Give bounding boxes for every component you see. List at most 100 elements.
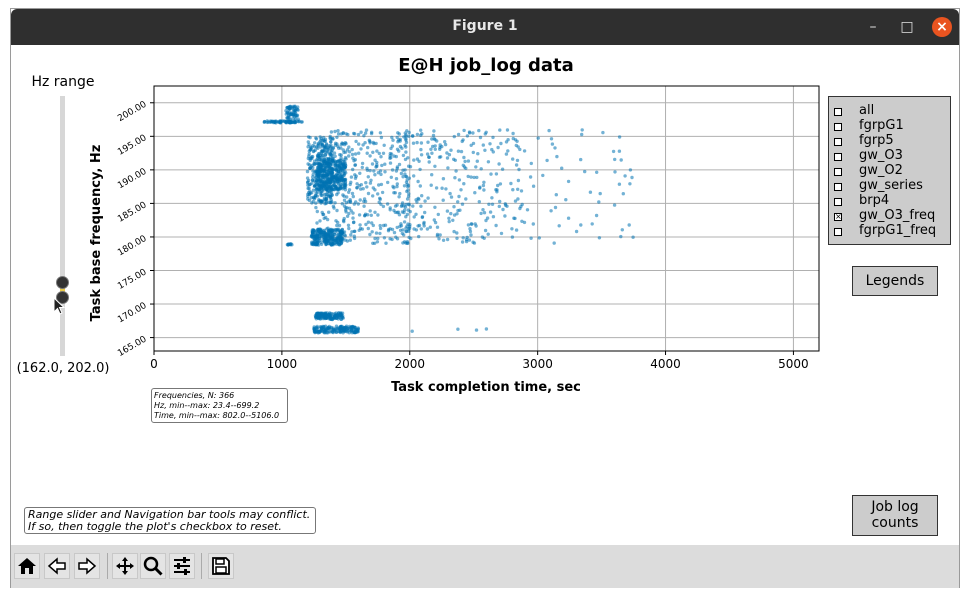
data-point [337, 158, 341, 163]
back-button[interactable] [44, 553, 70, 579]
checkbox-item-brp4[interactable]: brp4 [829, 193, 949, 209]
data-point [613, 170, 617, 174]
maximize-button[interactable]: □ [900, 19, 914, 35]
data-point [525, 208, 530, 212]
data-point [344, 206, 348, 210]
legends-button[interactable]: Legends [852, 266, 938, 296]
data-point [328, 194, 333, 199]
data-point [324, 215, 328, 220]
data-point [300, 120, 304, 124]
data-point [494, 223, 498, 228]
data-point [435, 139, 439, 143]
data-point [405, 212, 410, 217]
data-point [400, 210, 405, 214]
data-point [366, 175, 370, 179]
y-tick-label: 175.00 [116, 267, 149, 292]
data-point [343, 183, 348, 187]
data-point [340, 315, 344, 319]
checkbox-item-gw-series[interactable]: gw_series [829, 178, 949, 194]
checkbox-item-gw-o3-freq[interactable]: × gw_O3_freq [829, 208, 949, 224]
checkbox-item-all[interactable]: all [829, 103, 949, 119]
checkbox[interactable] [834, 228, 842, 236]
data-point [321, 212, 326, 217]
checkbox-item-gw-o2[interactable]: gw_O2 [829, 163, 949, 179]
minimize-button[interactable]: – [869, 19, 877, 35]
data-point [631, 235, 635, 239]
data-point [395, 225, 399, 230]
checkbox-item-fgrpg1[interactable]: fgrpG1 [829, 118, 949, 134]
data-point [395, 203, 399, 207]
checkbox-item-fgrp5[interactable]: fgrp5 [829, 133, 949, 149]
data-point [446, 166, 450, 170]
data-point [339, 156, 343, 160]
pan-button[interactable] [112, 553, 138, 579]
data-point [340, 185, 344, 189]
data-point [469, 222, 473, 226]
data-point [463, 159, 467, 164]
checkbox-item-fgrpg1-freq[interactable]: fgrpG1_freq [829, 223, 949, 239]
checkbox[interactable] [834, 138, 842, 146]
home-button[interactable] [14, 553, 40, 579]
job-log-counts-button[interactable]: Job log counts [852, 495, 938, 536]
data-point [418, 184, 422, 188]
data-point [290, 105, 295, 110]
data-point [317, 330, 321, 334]
checkbox[interactable] [834, 108, 842, 116]
data-point [431, 133, 436, 138]
zoom-button[interactable] [140, 553, 166, 579]
slider-knob-high[interactable] [56, 276, 69, 289]
data-point [579, 223, 583, 227]
checkbox[interactable] [834, 168, 842, 176]
data-point [315, 328, 319, 332]
close-button[interactable]: × [932, 17, 952, 37]
data-point [333, 129, 337, 134]
data-point [326, 230, 331, 234]
checkbox[interactable]: × [834, 212, 842, 221]
checkbox[interactable] [834, 183, 842, 191]
data-point [312, 235, 316, 240]
save-button[interactable] [208, 553, 234, 579]
data-point [588, 190, 593, 194]
forward-button[interactable] [74, 553, 100, 579]
zoom-icon [143, 556, 163, 576]
data-point [420, 215, 424, 220]
data-point [305, 169, 310, 174]
data-point [443, 140, 447, 144]
checkbox[interactable] [834, 198, 842, 206]
data-point [445, 151, 449, 155]
checkbox[interactable] [834, 123, 842, 131]
data-point [566, 179, 571, 184]
data-point [322, 329, 326, 334]
data-point [402, 184, 407, 188]
data-point [330, 231, 334, 236]
data-point [621, 192, 625, 196]
configure-subplots-button[interactable] [169, 553, 195, 579]
data-point [349, 180, 353, 184]
slider-knob-low[interactable] [56, 291, 69, 304]
data-point [333, 163, 337, 168]
data-point [430, 137, 434, 141]
data-point [503, 214, 507, 218]
data-point [284, 120, 288, 125]
data-point [518, 147, 522, 152]
x-tick-label: 5000 [778, 357, 809, 371]
data-point [397, 132, 401, 136]
data-point [314, 187, 318, 192]
data-point [452, 157, 456, 161]
data-point [328, 152, 332, 157]
chart-title: E@H job_log data [398, 55, 574, 76]
data-point [415, 200, 419, 204]
data-point [331, 204, 336, 208]
checkbox-item-gw-o3[interactable]: gw_O3 [829, 148, 949, 164]
data-point [316, 229, 321, 233]
checkbox[interactable] [834, 153, 842, 161]
data-point [311, 188, 316, 192]
data-point [462, 128, 466, 133]
data-point [432, 129, 436, 133]
data-point [475, 159, 479, 163]
data-point [370, 162, 375, 166]
data-point [323, 202, 327, 206]
data-point [364, 181, 368, 185]
slider-track[interactable] [60, 96, 65, 356]
data-point [371, 194, 375, 198]
